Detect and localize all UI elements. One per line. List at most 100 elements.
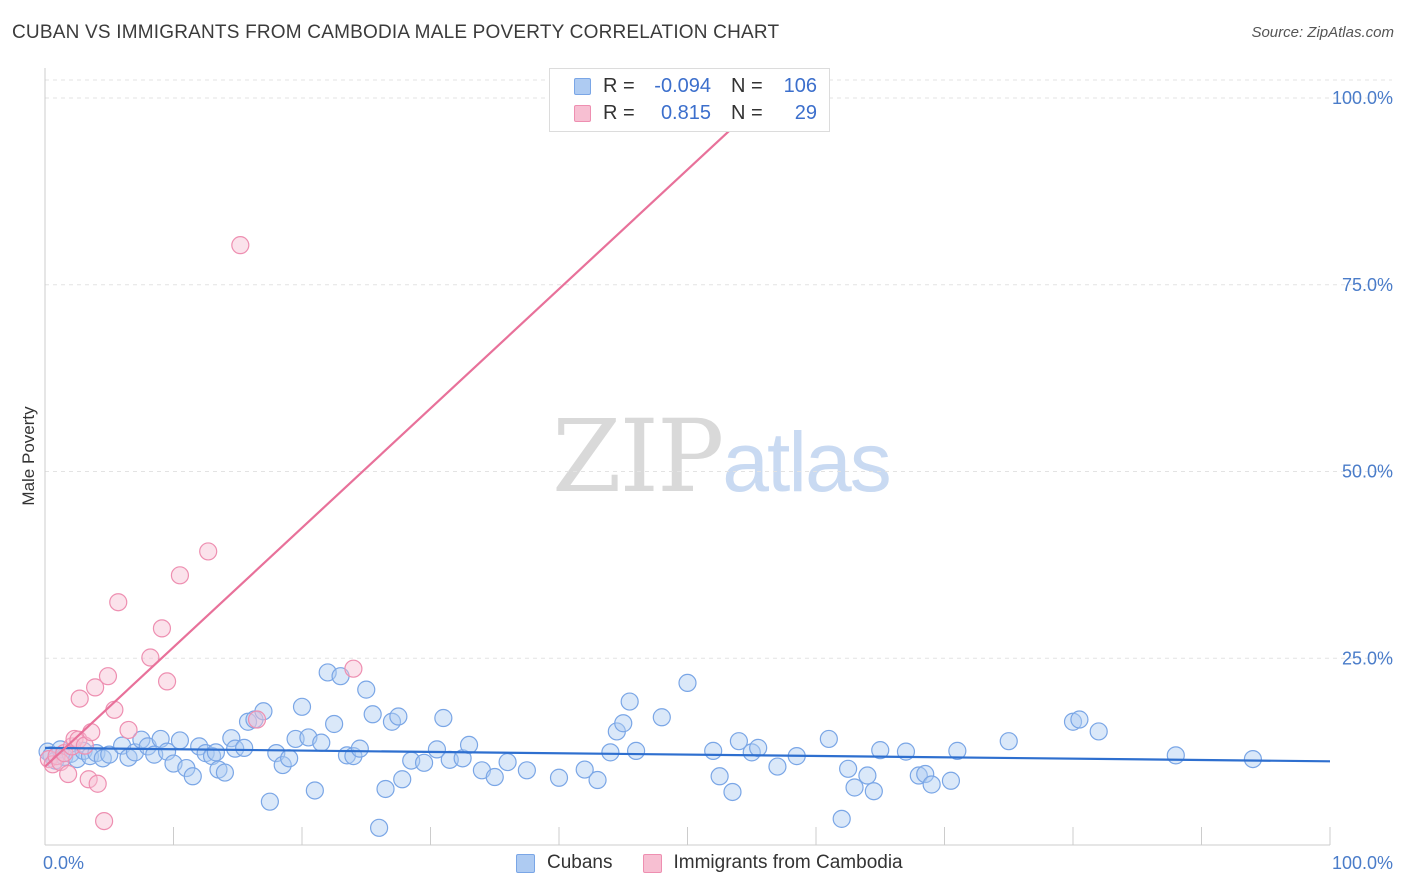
cubans-point bbox=[206, 743, 226, 762]
cubans-point bbox=[678, 673, 697, 693]
cubans-point bbox=[916, 764, 935, 784]
cubans-points bbox=[38, 663, 1263, 837]
cubans-point bbox=[170, 731, 190, 750]
legend-row-cubans: R = -0.094 N = 106 bbox=[574, 74, 817, 98]
cubans-point bbox=[652, 708, 671, 727]
watermark-zip: ZIP bbox=[552, 398, 724, 515]
legend-label-cambodia: Immigrants from Cambodia bbox=[673, 852, 903, 873]
legend-swatch-cubans bbox=[516, 853, 535, 873]
cubans-point bbox=[100, 745, 119, 764]
cubans-point bbox=[485, 767, 504, 787]
cubans-point bbox=[312, 733, 331, 752]
legend-item-cubans[interactable]: Cubans bbox=[516, 852, 613, 874]
cambodia-trend-line bbox=[44, 97, 766, 768]
cambodia-point bbox=[157, 672, 177, 691]
cambodia-point bbox=[98, 667, 118, 686]
cubans-point bbox=[871, 741, 890, 760]
legend-label-cubans: Cubans bbox=[547, 852, 613, 873]
cambodia-point bbox=[109, 593, 128, 612]
cambodia-point bbox=[231, 236, 250, 255]
trend-lines bbox=[44, 97, 1331, 768]
cambodia-point bbox=[82, 723, 101, 742]
cubans-point bbox=[1089, 722, 1108, 741]
cubans-point bbox=[922, 775, 941, 794]
legend-r-value: -0.094 bbox=[654, 74, 711, 97]
legend-swatch-cubans bbox=[574, 77, 591, 95]
cubans-point bbox=[414, 753, 434, 772]
y-tick-label: 75.0% bbox=[1342, 275, 1393, 295]
legend-n-value: 106 bbox=[783, 74, 817, 97]
source-label: Source: ZipAtlas.com bbox=[1251, 24, 1394, 41]
axis-labels: 25.0% 50.0% 75.0% 100.0% 0.0% 100.0% Male Pove… bbox=[19, 88, 1393, 873]
correlation-legend: R = -0.094 N = 106 R = 0.815 N = 29 bbox=[549, 68, 830, 132]
cubans-point bbox=[357, 680, 376, 699]
cubans-point bbox=[575, 760, 594, 779]
cambodia-point bbox=[119, 720, 138, 740]
legend-n-label: N = bbox=[731, 101, 763, 124]
legend-n-label: N = bbox=[731, 74, 763, 97]
cubans-point bbox=[235, 738, 254, 757]
cubans-point bbox=[376, 779, 395, 799]
cubans-point bbox=[819, 729, 838, 749]
cubans-point bbox=[459, 735, 479, 755]
legend-item-cambodia[interactable]: Immigrants from Cambodia bbox=[642, 852, 903, 874]
y-tick-label: 100.0% bbox=[1332, 88, 1393, 108]
cubans-point bbox=[427, 740, 447, 759]
legend-r-value: 0.815 bbox=[660, 101, 711, 124]
chart-title: CUBAN VS IMMIGRANTS FROM CAMBODIA MALE P… bbox=[12, 22, 780, 43]
cambodia-point bbox=[170, 566, 190, 585]
legend-swatch-cambodia bbox=[642, 853, 662, 873]
cubans-point bbox=[350, 739, 369, 758]
cubans-point bbox=[864, 782, 883, 801]
cubans-point bbox=[768, 757, 787, 776]
cubans-point bbox=[517, 761, 536, 780]
cubans-point bbox=[858, 766, 877, 785]
cubans-trend-line bbox=[44, 746, 1331, 763]
grid-lines bbox=[45, 79, 1392, 659]
cubans-point bbox=[1166, 746, 1185, 765]
cubans-point bbox=[498, 752, 517, 772]
cubans-point bbox=[845, 778, 864, 797]
cubans-point bbox=[620, 692, 639, 711]
cubans-point bbox=[832, 809, 851, 828]
cubans-point bbox=[215, 763, 234, 782]
cubans-point bbox=[389, 707, 408, 726]
cubans-point bbox=[363, 705, 382, 724]
cubans-point bbox=[273, 755, 292, 775]
cubans-point bbox=[601, 743, 620, 762]
cambodia-point bbox=[247, 710, 267, 729]
cubans-point bbox=[393, 770, 412, 789]
cambodia-point bbox=[344, 659, 363, 678]
cubans-point bbox=[588, 770, 607, 790]
cambodia-point bbox=[62, 737, 82, 756]
cubans-point bbox=[222, 729, 241, 748]
legend-swatch-cambodia bbox=[574, 104, 591, 122]
cubans-point bbox=[370, 818, 389, 837]
watermark: ZIPatlas bbox=[552, 398, 892, 515]
cubans-point bbox=[909, 766, 928, 785]
cubans-point bbox=[1243, 749, 1263, 769]
cambodia-point bbox=[59, 764, 78, 784]
cubans-point bbox=[749, 738, 768, 757]
cubans-point bbox=[710, 767, 729, 786]
cubans-point bbox=[729, 732, 749, 751]
cambodia-point bbox=[141, 648, 160, 667]
axes bbox=[44, 68, 1331, 846]
cubans-point bbox=[723, 782, 742, 802]
y-tick-label: 25.0% bbox=[1342, 648, 1393, 668]
cubans-point bbox=[626, 741, 646, 760]
cambodia-point bbox=[199, 542, 218, 561]
legend-r-label: R = bbox=[603, 101, 635, 124]
series-legend: Cubans Immigrants from Cambodia bbox=[516, 852, 933, 874]
x-tick-label-min: 0.0% bbox=[43, 853, 84, 873]
cubans-point bbox=[948, 741, 967, 760]
cubans-point bbox=[999, 732, 1018, 751]
cubans-point bbox=[1070, 710, 1089, 729]
cubans-point bbox=[280, 749, 299, 768]
cubans-point bbox=[434, 708, 453, 728]
cubans-point bbox=[941, 771, 961, 790]
cambodia-point bbox=[86, 678, 105, 697]
cubans-point bbox=[839, 759, 858, 778]
cambodia-point bbox=[88, 774, 107, 793]
